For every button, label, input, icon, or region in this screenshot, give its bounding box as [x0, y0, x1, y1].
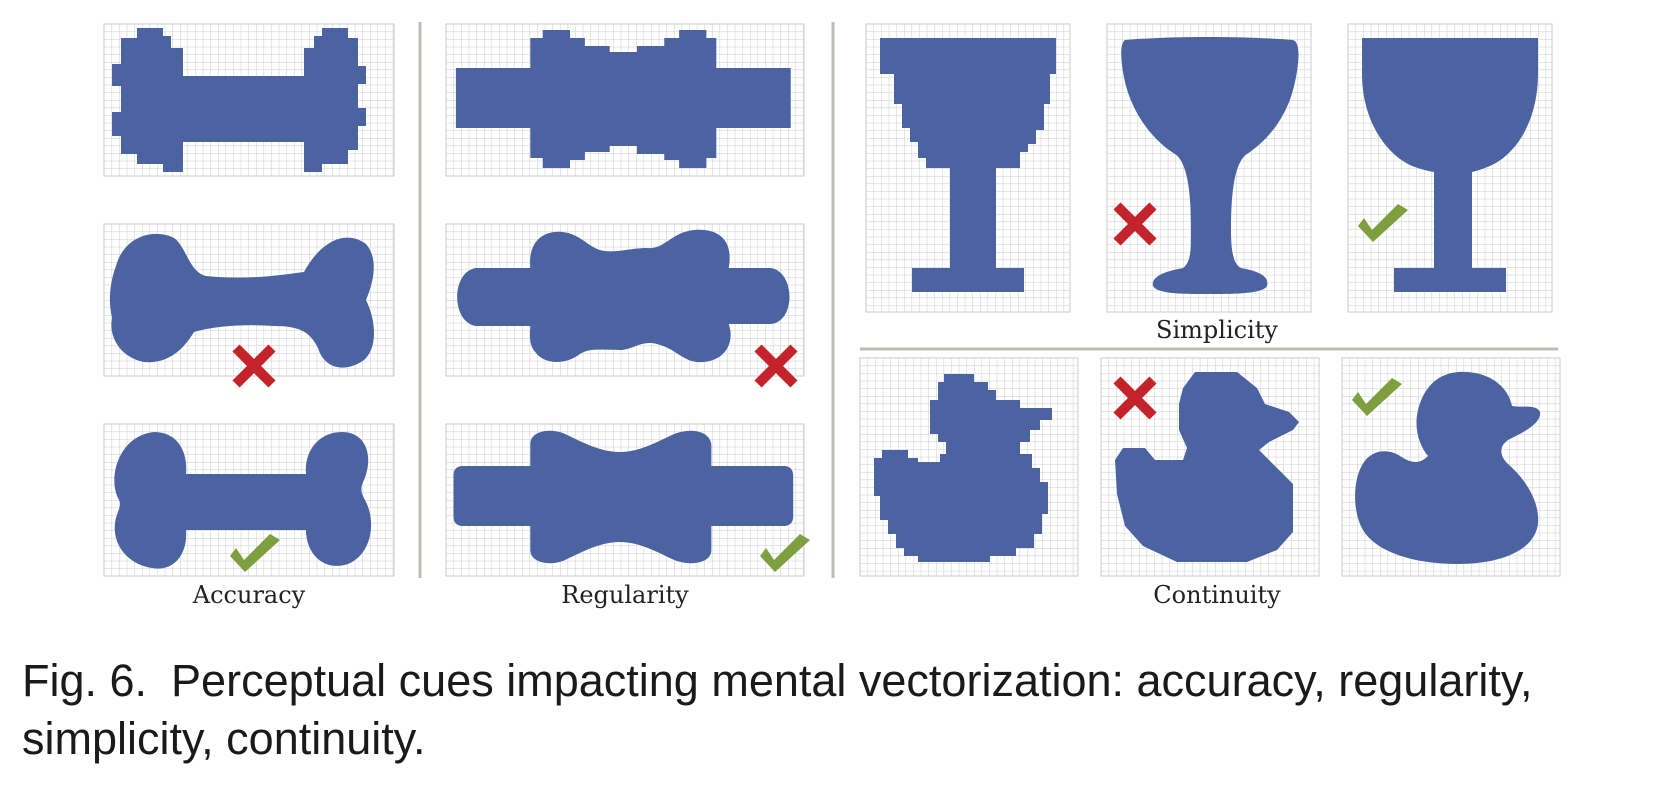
- simplicity-panel-pixel: [865, 23, 1071, 313]
- figure-illustration: Accuracy Regularity Simplicity Continuit…: [103, 22, 1561, 609]
- regularity-panel-good: [445, 423, 810, 577]
- continuity-panel-pixel: [859, 357, 1079, 577]
- accuracy-panel-good: [103, 423, 395, 577]
- caption-label: Fig. 6.: [22, 655, 148, 706]
- label-regularity: Regularity: [561, 581, 689, 609]
- accuracy-panel-pixel: [103, 23, 395, 177]
- simplicity-panel-bad: [1106, 23, 1312, 313]
- continuity-panel-bad: [1100, 357, 1320, 577]
- regularity-panel-pixel: [445, 23, 805, 177]
- figure-caption: Fig. 6. Perceptual cues impacting mental …: [22, 652, 1652, 768]
- label-accuracy: Accuracy: [192, 581, 306, 609]
- accuracy-panel-bad: [103, 223, 395, 384]
- caption-text: Perceptual cues impacting mental vectori…: [22, 655, 1533, 764]
- label-continuity: Continuity: [1153, 581, 1281, 609]
- simplicity-panel-good: [1347, 23, 1553, 313]
- continuity-panel-good: [1341, 357, 1561, 577]
- regularity-panel-bad: [445, 223, 805, 384]
- label-simplicity: Simplicity: [1156, 316, 1278, 344]
